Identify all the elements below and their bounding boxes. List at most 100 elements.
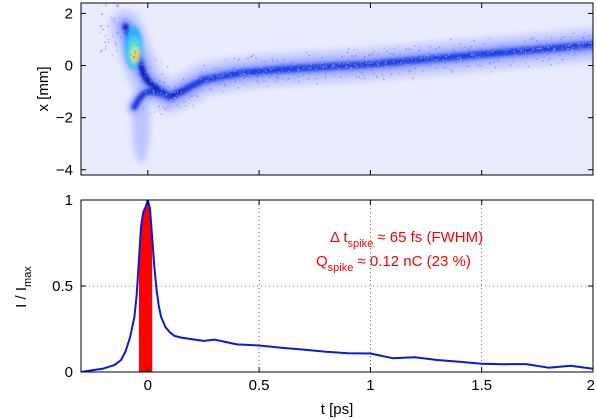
heatmap-speck (221, 67, 223, 69)
heatmap-speck (128, 33, 131, 35)
heatmap-speck (142, 107, 144, 110)
heatmap-speck (385, 61, 387, 63)
annotation-spike-duration: Δ tspike ≈ 65 fs (FWHM) (330, 229, 483, 250)
heatmap-speck (449, 69, 452, 71)
heatmap-speck (476, 65, 479, 68)
heatmap-speck (263, 69, 266, 71)
heatmap-speck (385, 59, 387, 62)
heatmap-speck (520, 50, 522, 52)
heatmap-speck (167, 106, 169, 109)
heatmap-speck (183, 100, 185, 102)
heatmap-speck (276, 61, 279, 63)
heatmap-speck (340, 76, 342, 78)
heatmap-speck (569, 36, 571, 39)
heatmap-speck (128, 50, 130, 52)
heatmap-speck (480, 65, 482, 67)
heatmap-speck (507, 49, 509, 51)
heatmap-speck (300, 59, 302, 61)
heatmap-speck (203, 64, 205, 67)
heatmap-speck (470, 53, 473, 55)
heatmap-speck (180, 83, 183, 85)
heatmap-speck (361, 67, 363, 69)
heatmap-speck (287, 77, 290, 79)
heatmap-speck (236, 67, 238, 69)
heatmap-speck (480, 48, 482, 50)
heatmap-speck (547, 47, 550, 49)
heatmap-speck (165, 94, 167, 96)
heatmap-speck (377, 54, 380, 56)
annotation-spike-duration-b: ≈ 65 fs (FWHM) (373, 229, 483, 246)
heatmap-hot-peak (133, 54, 138, 61)
heatmap-speck (333, 75, 335, 77)
heatmap-speck (256, 80, 258, 82)
bottom-x-tick-label: 0 (144, 377, 152, 394)
heatmap-speck (371, 62, 373, 64)
heatmap-speck (364, 56, 366, 58)
heatmap-speck (229, 74, 232, 76)
heatmap-speck (320, 62, 323, 64)
heatmap-speck (513, 50, 515, 52)
heatmap-speck (116, 32, 118, 34)
heatmap-speck (562, 50, 564, 52)
heatmap-speck (154, 111, 156, 113)
heatmap-speck (430, 56, 432, 59)
bottom-y-tick-label: 0.5 (52, 278, 73, 295)
heatmap-speck (293, 73, 295, 76)
heatmap-speck (378, 59, 380, 61)
heatmap-speck (147, 112, 149, 114)
heatmap-speck (209, 88, 211, 90)
heatmap-speck (241, 75, 243, 78)
heatmap-speck (156, 77, 158, 79)
heatmap-speck (235, 77, 237, 79)
heatmap-speck (407, 64, 409, 66)
heatmap-speck (278, 71, 280, 73)
heatmap-speck (390, 66, 392, 68)
heatmap-speck (539, 47, 541, 49)
bottom-panel: 0 0.5 1 1.5 2 0 0.5 1 I / Imax t [ps] Δ tspike … (13, 192, 595, 418)
heatmap-speck (216, 73, 218, 75)
heatmap-speck (488, 62, 491, 64)
heatmap-speck (217, 70, 220, 73)
heatmap-speck (247, 76, 250, 78)
heatmap-speck (141, 80, 143, 83)
heatmap-speck (363, 52, 365, 55)
heatmap-speck (273, 73, 276, 75)
heatmap-speck (427, 55, 429, 58)
heatmap-speck (315, 68, 318, 70)
heatmap-speck (553, 48, 556, 50)
heatmap-speck (571, 49, 574, 51)
heatmap-speck (376, 75, 378, 78)
heatmap-speck (306, 64, 308, 66)
heatmap-speck (459, 56, 461, 58)
heatmap-speck (336, 70, 338, 72)
heatmap-speck (383, 47, 385, 49)
heatmap-speck (578, 45, 581, 47)
heatmap-speck (539, 42, 541, 44)
heatmap-speck (488, 37, 490, 39)
heatmap-speck (464, 49, 466, 51)
heatmap-speck (105, 35, 107, 37)
top-y-tick-label: 2 (65, 5, 73, 22)
heatmap-speck (121, 21, 123, 23)
heatmap-speck (257, 75, 259, 78)
heatmap-speck (424, 57, 426, 59)
heatmap-speck (266, 85, 269, 87)
heatmap-speck (327, 55, 329, 57)
heatmap-speck (309, 66, 311, 69)
heatmap-speck (476, 53, 478, 55)
heatmap-speck (297, 75, 299, 77)
heatmap-speck (310, 63, 313, 65)
heatmap-speck (262, 77, 265, 80)
heatmap-speck (473, 39, 475, 42)
heatmap-speck (479, 53, 481, 55)
heatmap-speck (324, 65, 327, 67)
heatmap-speck (425, 53, 428, 55)
heatmap-speck (448, 49, 450, 51)
heatmap-speck (527, 47, 529, 49)
heatmap-speck (262, 73, 265, 75)
heatmap-speck (361, 60, 363, 63)
heatmap-speck (252, 74, 254, 77)
heatmap-speck (190, 91, 193, 94)
heatmap-speck (257, 81, 259, 83)
heatmap-speck (179, 96, 181, 99)
